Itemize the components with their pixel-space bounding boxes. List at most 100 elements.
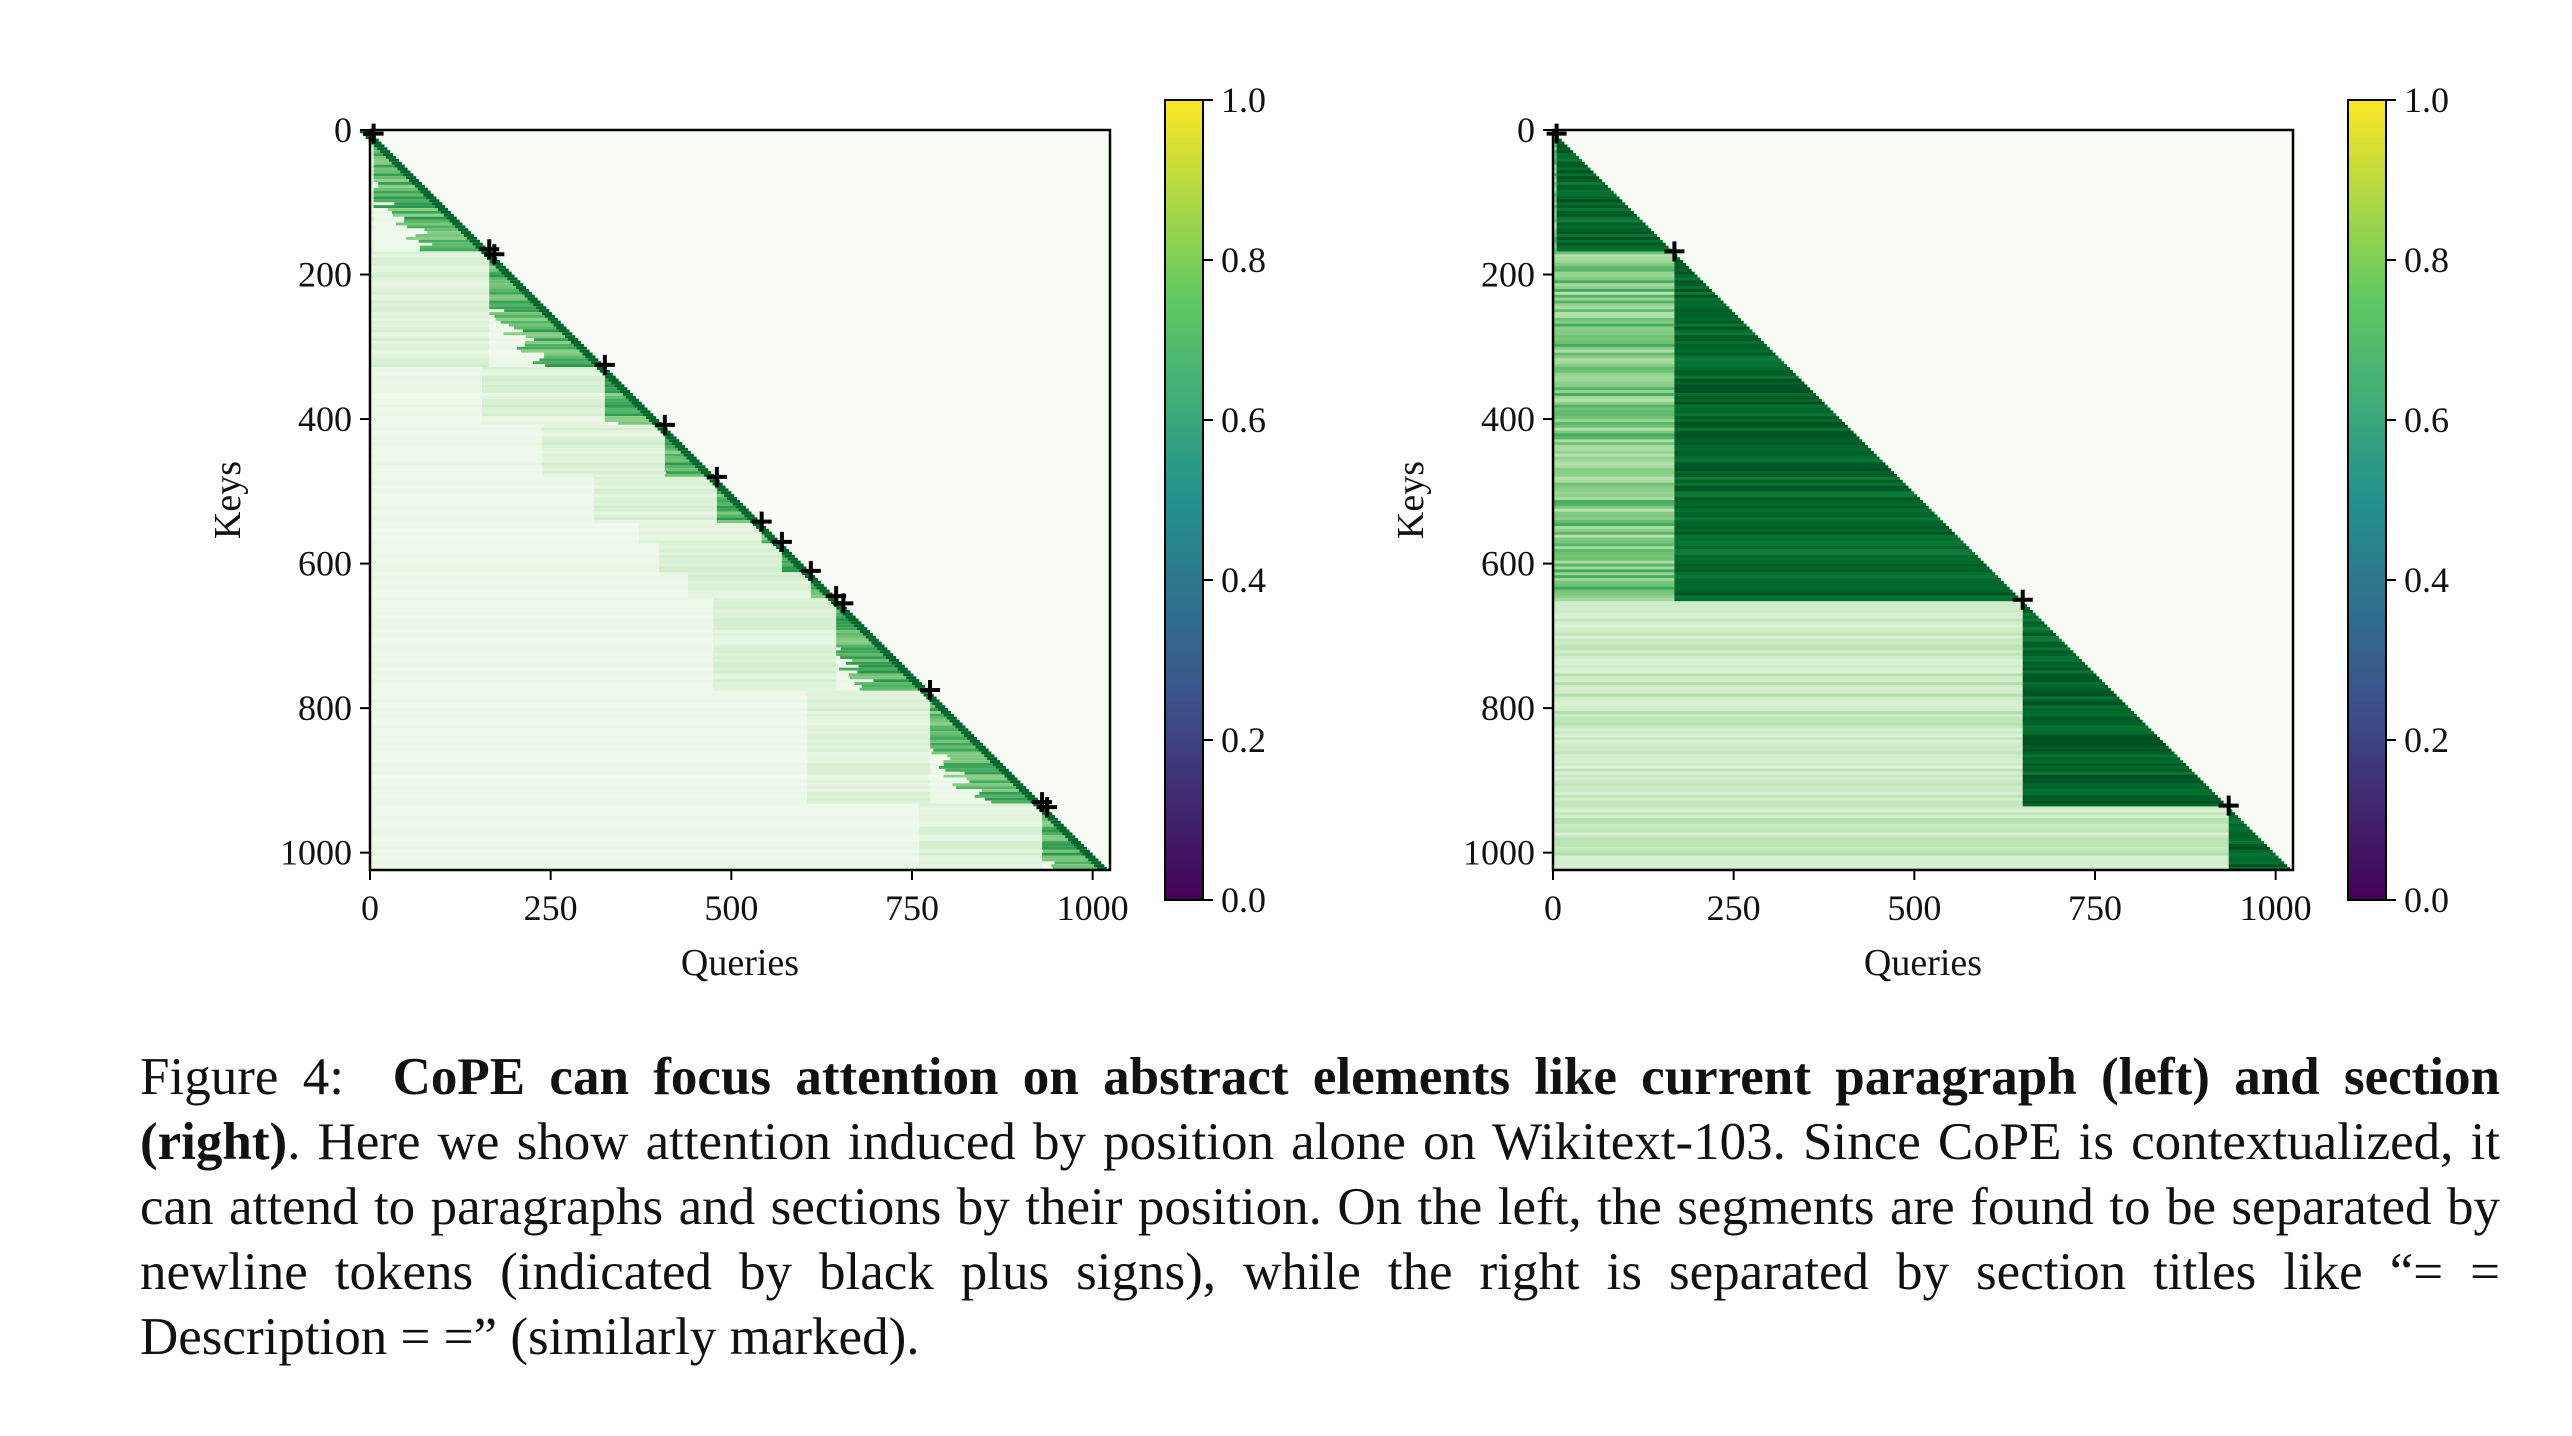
heatmap-row bbox=[370, 841, 1082, 845]
heatmap-row bbox=[2022, 760, 2184, 764]
heatmap-row bbox=[1553, 760, 2023, 764]
heatmap-row bbox=[1674, 520, 1944, 524]
heatmap-row bbox=[370, 572, 813, 576]
heatmap-row bbox=[370, 193, 374, 197]
heatmap-row bbox=[1674, 517, 1941, 521]
heatmap-row bbox=[919, 806, 1043, 810]
heatmap-row bbox=[539, 358, 599, 362]
heatmap-row bbox=[930, 742, 983, 747]
heatmap-row bbox=[716, 517, 758, 521]
heatmap-row bbox=[1674, 569, 1993, 573]
colorbar-tick-label: 1.0 bbox=[1221, 80, 1266, 120]
heatmap-row bbox=[1556, 231, 1655, 235]
heatmap-row bbox=[1051, 864, 1105, 868]
heatmap-row bbox=[1553, 225, 1557, 229]
heatmap-row bbox=[1082, 852, 1093, 856]
heatmap-row bbox=[738, 508, 749, 512]
heatmap-row bbox=[1674, 398, 1822, 403]
heatmap-row bbox=[767, 537, 778, 541]
heatmap-row bbox=[919, 815, 1043, 819]
heatmap-row bbox=[713, 670, 837, 674]
heatmap-row bbox=[391, 210, 451, 215]
heatmap-row bbox=[1553, 367, 1675, 371]
heatmap-row bbox=[1556, 153, 1577, 157]
heatmap-row bbox=[1042, 823, 1064, 827]
heatmap-row bbox=[828, 598, 839, 602]
heatmap-row bbox=[466, 236, 477, 241]
heatmap-row bbox=[1553, 421, 1675, 426]
heatmap-row bbox=[807, 763, 931, 767]
heatmap-row bbox=[370, 679, 920, 683]
heatmap-row bbox=[1674, 557, 1981, 562]
heatmap-row bbox=[1556, 144, 1568, 148]
heatmap-row bbox=[1556, 138, 1562, 142]
colorbar-tick-label: 0.6 bbox=[2404, 400, 2449, 440]
heatmap-row bbox=[638, 534, 762, 538]
heatmap-row bbox=[1018, 789, 1030, 793]
heatmap-row bbox=[713, 656, 837, 660]
heatmap-row bbox=[378, 182, 423, 186]
heatmap-row bbox=[2022, 786, 2210, 790]
heatmap-row bbox=[1553, 213, 1557, 218]
heatmap-row bbox=[807, 791, 931, 796]
heatmap-row bbox=[807, 716, 931, 720]
heatmap-row bbox=[1553, 826, 2229, 830]
heatmap-row bbox=[1674, 291, 1715, 296]
heatmap-row bbox=[370, 575, 816, 579]
heatmap-row bbox=[370, 294, 490, 298]
heatmap-row bbox=[1553, 349, 1675, 353]
heatmap-row bbox=[2022, 757, 2181, 761]
heatmap-row bbox=[370, 656, 897, 660]
heatmap-row bbox=[1553, 849, 2229, 853]
heatmap-row bbox=[2228, 864, 2288, 868]
heatmap-row bbox=[1553, 153, 1557, 157]
heatmap-row bbox=[1674, 528, 1952, 533]
heatmap-row bbox=[2022, 725, 2149, 729]
heatmap-row bbox=[807, 690, 931, 694]
heatmap-row bbox=[1553, 228, 1557, 232]
heatmap-row bbox=[854, 682, 923, 686]
heatmap-row bbox=[378, 184, 425, 189]
heatmap-row bbox=[463, 234, 475, 238]
heatmap-row bbox=[611, 381, 622, 385]
heatmap-row bbox=[489, 280, 521, 284]
heatmap-row bbox=[1553, 676, 2023, 680]
heatmap-row bbox=[1553, 413, 1675, 417]
heatmap-row bbox=[370, 820, 1061, 825]
heatmap-row bbox=[1556, 219, 1643, 223]
heatmap-row bbox=[2022, 658, 2082, 663]
heatmap-row bbox=[1674, 485, 1909, 489]
heatmap-row bbox=[2022, 716, 2140, 720]
heatmap-row bbox=[1553, 791, 2023, 796]
heatmap-row bbox=[370, 262, 490, 267]
heatmap-row bbox=[1553, 806, 2229, 810]
heatmap-row bbox=[761, 531, 772, 535]
heatmap-row bbox=[370, 447, 688, 452]
heatmap-row bbox=[920, 690, 931, 694]
heatmap-row bbox=[906, 676, 917, 680]
heatmap-row bbox=[545, 364, 605, 368]
heatmap-row bbox=[1553, 231, 1557, 235]
heatmap-row bbox=[1553, 812, 2229, 816]
heatmap-row bbox=[370, 205, 374, 209]
heatmap-row bbox=[604, 410, 651, 414]
heatmap-row bbox=[370, 184, 374, 189]
heatmap-row bbox=[858, 664, 905, 668]
heatmap-row bbox=[1553, 719, 2023, 723]
heatmap-row bbox=[1556, 156, 1580, 160]
heatmap-row bbox=[659, 560, 782, 564]
heatmap-row bbox=[370, 274, 490, 278]
heatmap-row bbox=[370, 537, 778, 541]
heatmap-row bbox=[1553, 424, 1675, 429]
heatmap-row bbox=[1553, 355, 1675, 359]
heatmap-row bbox=[1674, 494, 1918, 498]
heatmap-row bbox=[1553, 578, 1675, 582]
heatmap-row bbox=[1004, 774, 1015, 778]
heatmap-row bbox=[594, 476, 717, 481]
heatmap-row bbox=[790, 560, 801, 564]
heatmap-row bbox=[2022, 748, 2172, 752]
y-tick-label: 1000 bbox=[1463, 833, 1535, 873]
heatmap-row bbox=[1553, 511, 1675, 515]
heatmap-row bbox=[2022, 661, 2085, 666]
y-axis-title: Keys bbox=[207, 461, 249, 539]
